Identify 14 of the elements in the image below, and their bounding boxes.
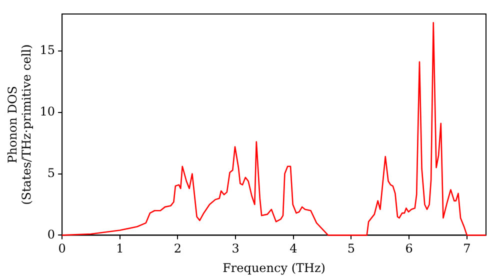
y-tick-label: 15 xyxy=(40,42,56,57)
x-tick-label: 3 xyxy=(232,242,240,256)
x-tick-label: 6 xyxy=(405,242,413,256)
y-axis-title: Phonon DOS (States/THz·primitive cell) xyxy=(5,44,34,205)
y-tick-label: 0 xyxy=(47,227,56,242)
x-tick-label: 4 xyxy=(290,242,298,256)
x-tick-label: 0 xyxy=(58,242,66,256)
x-tick-label: 1 xyxy=(116,242,124,256)
y-tick-label: 10 xyxy=(40,104,56,118)
y-tick-label: 5 xyxy=(47,166,56,180)
x-tick-label: 5 xyxy=(347,242,356,256)
x-tick-label: 7 xyxy=(463,242,471,256)
x-axis-title: Frequency (THz) xyxy=(222,260,326,275)
x-tick-label: 2 xyxy=(174,242,182,256)
